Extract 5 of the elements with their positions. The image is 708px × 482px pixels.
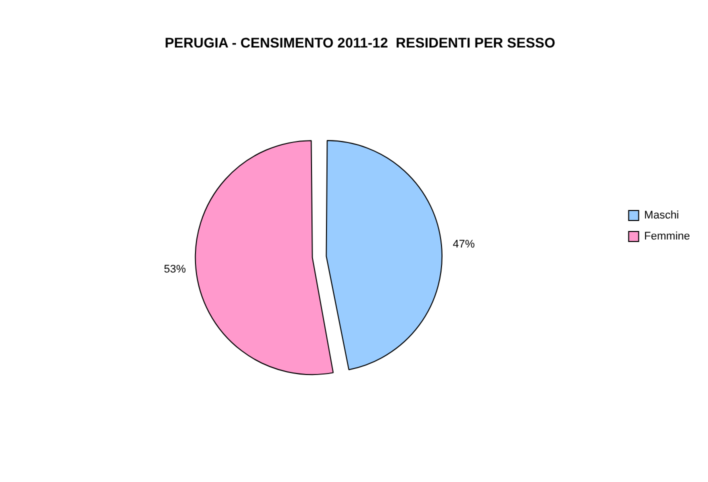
legend-label: Femmine <box>644 230 690 243</box>
legend-label: Maschi <box>644 210 679 222</box>
data-label: 47% <box>452 238 475 250</box>
data-label: 53% <box>164 264 186 276</box>
chart-title: PERUGIA - CENSIMENTO 2011-12 RESIDENTI PER SESSO <box>164 34 556 50</box>
